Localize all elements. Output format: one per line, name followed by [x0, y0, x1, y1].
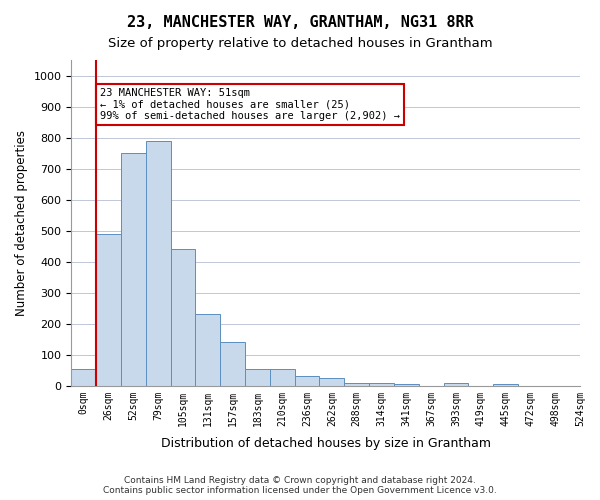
Bar — [96, 234, 121, 386]
Text: Contains HM Land Registry data © Crown copyright and database right 2024.
Contai: Contains HM Land Registry data © Crown c… — [103, 476, 497, 495]
Bar — [71, 368, 96, 386]
Text: Size of property relative to detached houses in Grantham: Size of property relative to detached ho… — [107, 38, 493, 51]
Bar — [394, 384, 419, 386]
X-axis label: Distribution of detached houses by size in Grantham: Distribution of detached houses by size … — [161, 437, 491, 450]
Y-axis label: Number of detached properties: Number of detached properties — [15, 130, 28, 316]
Bar — [369, 382, 394, 386]
Bar — [319, 378, 344, 386]
Bar — [170, 250, 196, 386]
Bar — [493, 384, 518, 386]
Bar — [121, 153, 146, 386]
Bar — [196, 314, 220, 386]
Bar — [270, 368, 295, 386]
Bar — [344, 382, 369, 386]
Bar — [295, 376, 319, 386]
Bar — [245, 368, 270, 386]
Text: 23, MANCHESTER WAY, GRANTHAM, NG31 8RR: 23, MANCHESTER WAY, GRANTHAM, NG31 8RR — [127, 15, 473, 30]
Bar — [443, 382, 469, 386]
Text: 23 MANCHESTER WAY: 51sqm
← 1% of detached houses are smaller (25)
99% of semi-de: 23 MANCHESTER WAY: 51sqm ← 1% of detache… — [100, 88, 400, 121]
Bar — [220, 342, 245, 386]
Bar — [146, 140, 170, 386]
